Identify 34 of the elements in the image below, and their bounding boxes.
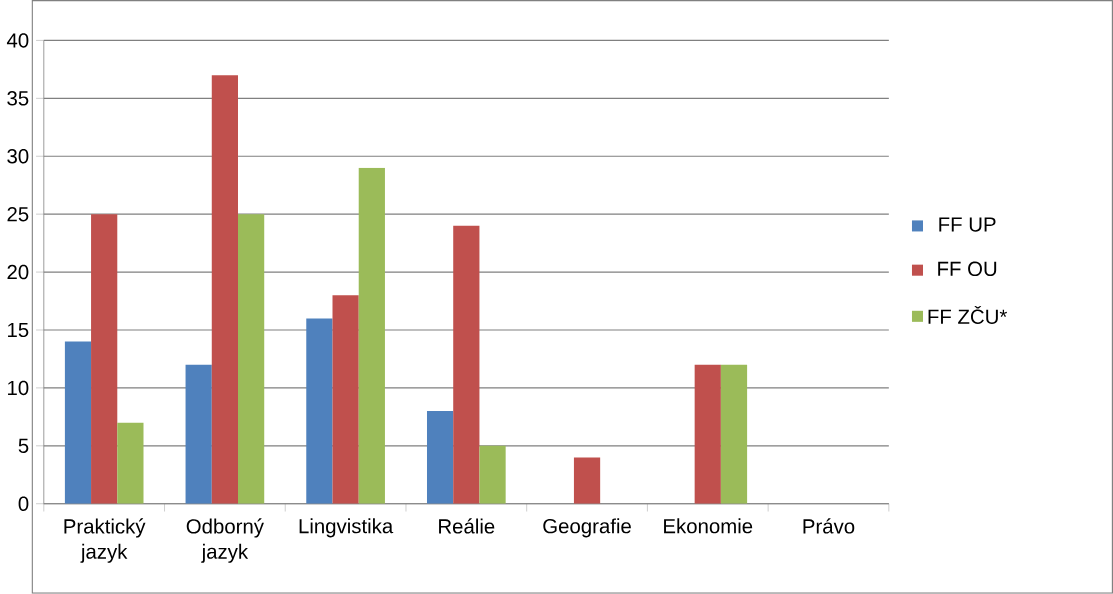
bar [238,214,265,504]
x-tick-label: Ekonomie [664,518,753,534]
x-tick-label: Praktický jazyk [64,518,146,564]
y-tick-label: 10 [8,380,29,396]
bar [453,225,480,504]
y-tick-label: 5 [18,438,29,454]
legend-label: FF ZČU* [928,306,1008,325]
bar [479,445,506,504]
bar [91,214,118,504]
bar [720,364,748,504]
x-tick-label: Lingvistika [299,518,394,538]
bar [694,364,721,504]
y-tick-label: 25 [7,207,29,222]
x-tick-label: Geografie [543,518,631,538]
x-tick-label: Odborný jazyk [186,518,264,564]
bar [332,295,359,504]
bar [573,457,601,504]
bar [185,364,212,504]
x-tick-label: Reálie [439,518,495,534]
bar [211,75,238,504]
y-tick-label: 35 [7,91,29,106]
y-tick-label: 40 [6,33,29,48]
bar [64,341,92,504]
bar [117,422,144,504]
y-tick-label: 30 [7,149,29,164]
y-tick-label: 15 [8,323,29,338]
x-tick-label: Právo [803,518,855,534]
legend-label: FF OU [938,261,997,277]
legend-label: FF UP [939,217,996,232]
bar [306,318,333,504]
bar [358,167,385,504]
bar [426,411,454,504]
y-tick-label: 0 [18,496,29,512]
y-tick-label: 20 [7,265,29,280]
